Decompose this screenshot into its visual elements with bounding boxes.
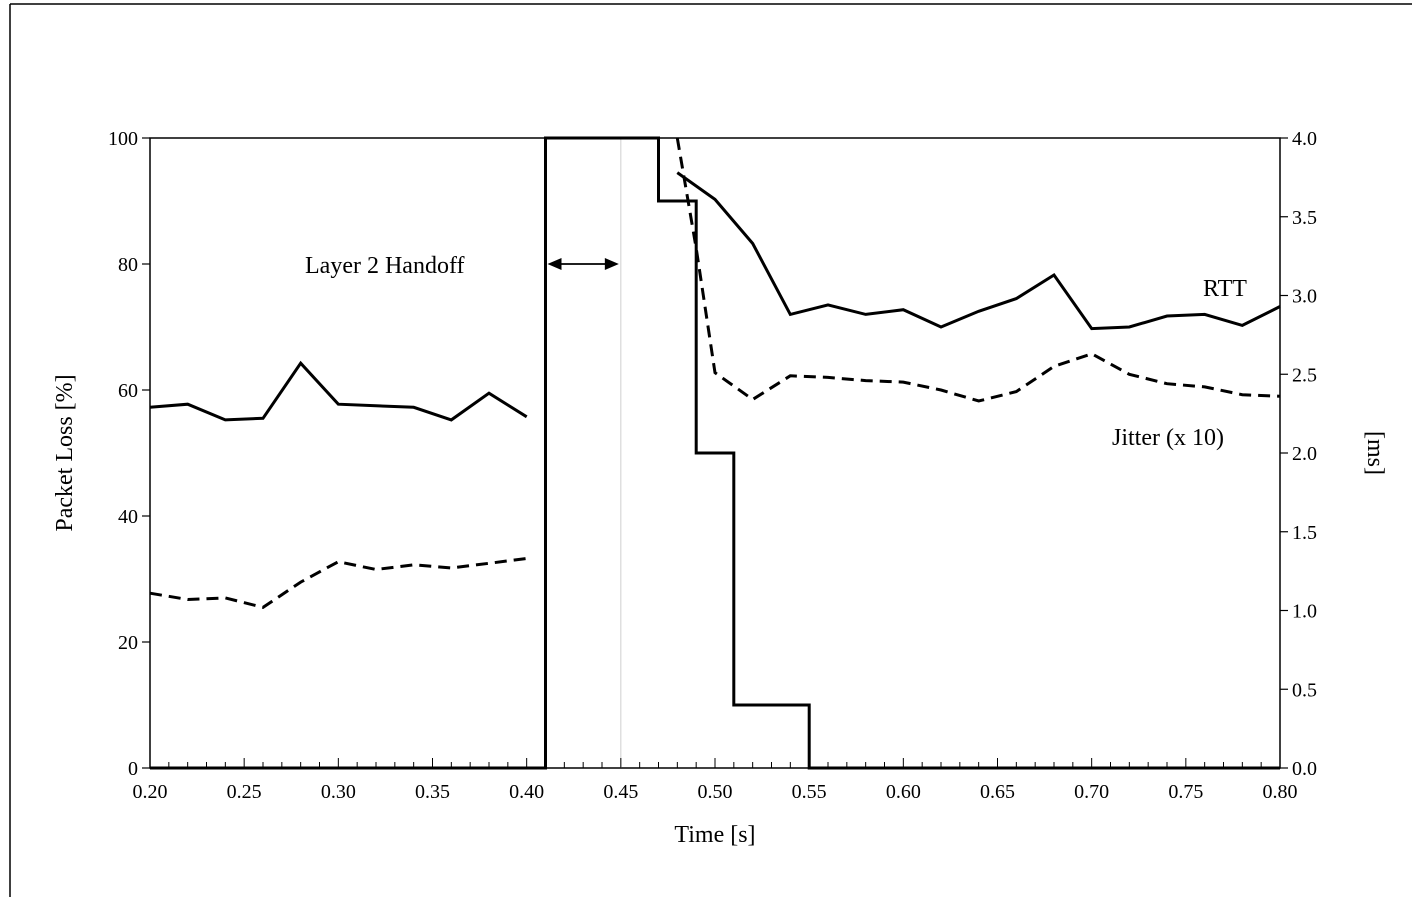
handoff-arrowhead-right — [604, 258, 619, 270]
x-tick-label: 0.35 — [415, 781, 450, 803]
y-right-axis-ticks: 0.0 0.5 1.0 1.5 2.0 2.5 3.0 3.5 4.0 — [1280, 128, 1317, 780]
x-tick-label: 0.65 — [980, 781, 1015, 803]
rtt-line-1 — [676, 171, 1281, 331]
rtt-line-0 — [149, 360, 528, 422]
y-right-tick-label: 3.0 — [1292, 286, 1317, 308]
y-right-tick-label: 4.0 — [1292, 128, 1317, 150]
y-left-axis-ticks: 0 20 40 60 80 100 — [108, 128, 150, 780]
y-left-tick-label: 80 — [118, 254, 138, 276]
y-left-tick-label: 100 — [108, 128, 138, 150]
x-tick-label: 0.25 — [227, 781, 262, 803]
jitter-line-0 — [149, 557, 527, 610]
y-right-axis-title: [ms] — [1362, 431, 1388, 475]
x-tick-label: 0.40 — [509, 781, 544, 803]
packet_loss-line-0 — [150, 136, 1280, 770]
x-tick-label: 0.80 — [1263, 781, 1298, 803]
handoff-label: Layer 2 Handoff — [305, 253, 465, 279]
x-tick-label: 0.20 — [133, 781, 168, 803]
y-left-tick-label: 0 — [128, 758, 138, 780]
y-right-tick-label: 3.5 — [1292, 207, 1317, 229]
x-tick-label: 0.60 — [886, 781, 921, 803]
y-right-tick-label: 0.0 — [1292, 758, 1317, 780]
rtt-label: RTT — [1203, 276, 1247, 302]
x-tick-label: 0.45 — [603, 781, 638, 803]
series-group — [149, 136, 1281, 770]
x-axis-title: Time [s] — [674, 822, 755, 848]
y-left-tick-label: 60 — [118, 380, 138, 402]
x-tick-label: 0.75 — [1168, 781, 1203, 803]
x-axis-ticks: 0.20 0.25 0.30 0.35 0.40 0.45 0.50 0.55 0.60 0.65… — [133, 758, 1298, 803]
y-right-tick-label: 2.0 — [1292, 443, 1317, 465]
x-tick-label: 0.30 — [321, 781, 356, 803]
y-left-axis-title: Packet Loss [%] — [52, 374, 78, 531]
y-right-tick-label: 1.5 — [1292, 522, 1317, 544]
y-left-tick-label: 40 — [118, 506, 138, 528]
y-right-tick-label: 0.5 — [1292, 679, 1317, 701]
jitter-line-1 — [675, 137, 1281, 403]
handoff-arrowhead-left — [547, 258, 562, 270]
x-tick-label: 0.55 — [792, 781, 827, 803]
x-tick-label: 0.70 — [1074, 781, 1109, 803]
y-left-tick-label: 20 — [118, 632, 138, 654]
y-right-tick-label: 2.5 — [1292, 364, 1317, 386]
x-tick-label: 0.50 — [698, 781, 733, 803]
annotations-group — [547, 258, 619, 270]
y-right-tick-label: 1.0 — [1292, 601, 1317, 623]
jitter-label: Jitter (x 10) — [1112, 425, 1224, 451]
